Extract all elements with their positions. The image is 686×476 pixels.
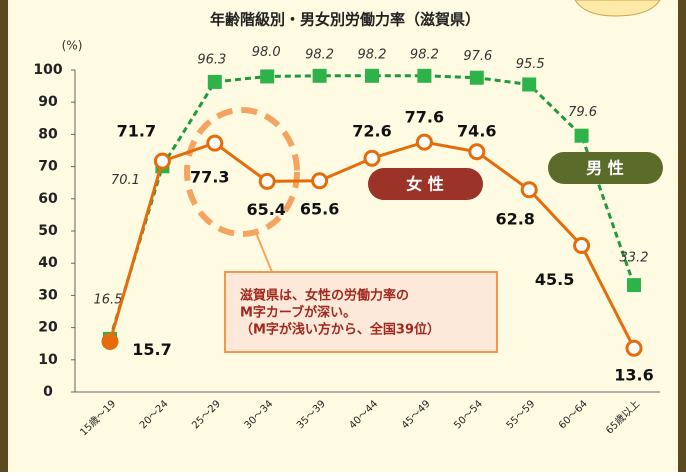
y-tick-label: 30	[38, 287, 58, 303]
marker	[313, 174, 327, 188]
annotation-text: 滋賀県は、女性の労働力率の	[240, 288, 409, 304]
value-label: 16.5	[94, 292, 123, 307]
value-label: 45.5	[535, 270, 574, 289]
y-tick-label: 40	[38, 255, 58, 271]
marker	[627, 278, 641, 292]
legend-label: 男 性	[586, 159, 624, 178]
value-label: 13.6	[614, 366, 653, 385]
marker	[208, 75, 222, 89]
y-tick-label: 90	[38, 94, 58, 110]
value-label: 97.6	[463, 49, 492, 64]
value-label: 62.8	[495, 209, 534, 228]
y-axis-label: (%)	[62, 39, 83, 53]
marker	[470, 145, 484, 159]
value-label: 96.3	[197, 52, 226, 67]
value-label: 95.5	[516, 57, 545, 72]
y-tick-label: 80	[38, 126, 58, 142]
y-tick-label: 50	[38, 223, 58, 239]
marker	[522, 77, 536, 91]
value-label: 15.7	[132, 340, 171, 359]
y-tick-label: 10	[38, 352, 58, 368]
y-tick-label: 60	[38, 191, 58, 207]
marker	[365, 69, 379, 83]
chart-title: 年齢階級別・男女別労働力率（滋賀県）	[210, 11, 480, 29]
marker	[208, 136, 222, 150]
y-tick-label: 0	[43, 384, 53, 400]
value-label: 77.3	[190, 168, 229, 187]
marker	[260, 69, 274, 83]
annotation-text: （M字が浅い方から、全国39位）	[240, 322, 440, 338]
value-label: 65.4	[246, 200, 285, 219]
annotation-text: M字カーブが深い。	[240, 305, 356, 321]
legend-label: 女 性	[406, 175, 444, 194]
marker	[417, 69, 431, 83]
marker	[103, 334, 117, 348]
value-label: 98.2	[305, 47, 334, 62]
marker	[313, 69, 327, 83]
marker	[417, 135, 431, 149]
y-tick-label: 20	[38, 320, 58, 336]
y-tick-label: 100	[33, 62, 62, 78]
value-label: 77.6	[405, 108, 444, 127]
marker	[470, 71, 484, 85]
y-tick-label: 70	[38, 159, 58, 175]
value-label: 65.6	[300, 199, 339, 218]
value-label: 71.7	[117, 122, 156, 141]
marker	[627, 341, 641, 355]
marker	[522, 183, 536, 197]
value-label: 98.0	[252, 45, 281, 60]
value-label: 33.2	[620, 251, 649, 266]
marker	[575, 238, 589, 252]
marker	[575, 129, 589, 143]
value-label: 79.6	[568, 105, 597, 120]
chart: 年齢階級別・男女別労働力率（滋賀県） (%) 滋賀県は、女性の労働力率のM字カー…	[0, 0, 686, 472]
value-label: 74.6	[457, 121, 496, 140]
value-label: 72.6	[352, 122, 391, 141]
value-label: 98.2	[358, 47, 387, 62]
marker	[365, 151, 379, 165]
marker	[260, 174, 274, 188]
marker	[155, 154, 169, 168]
value-label: 98.2	[410, 47, 439, 62]
value-label: 70.1	[111, 173, 140, 188]
